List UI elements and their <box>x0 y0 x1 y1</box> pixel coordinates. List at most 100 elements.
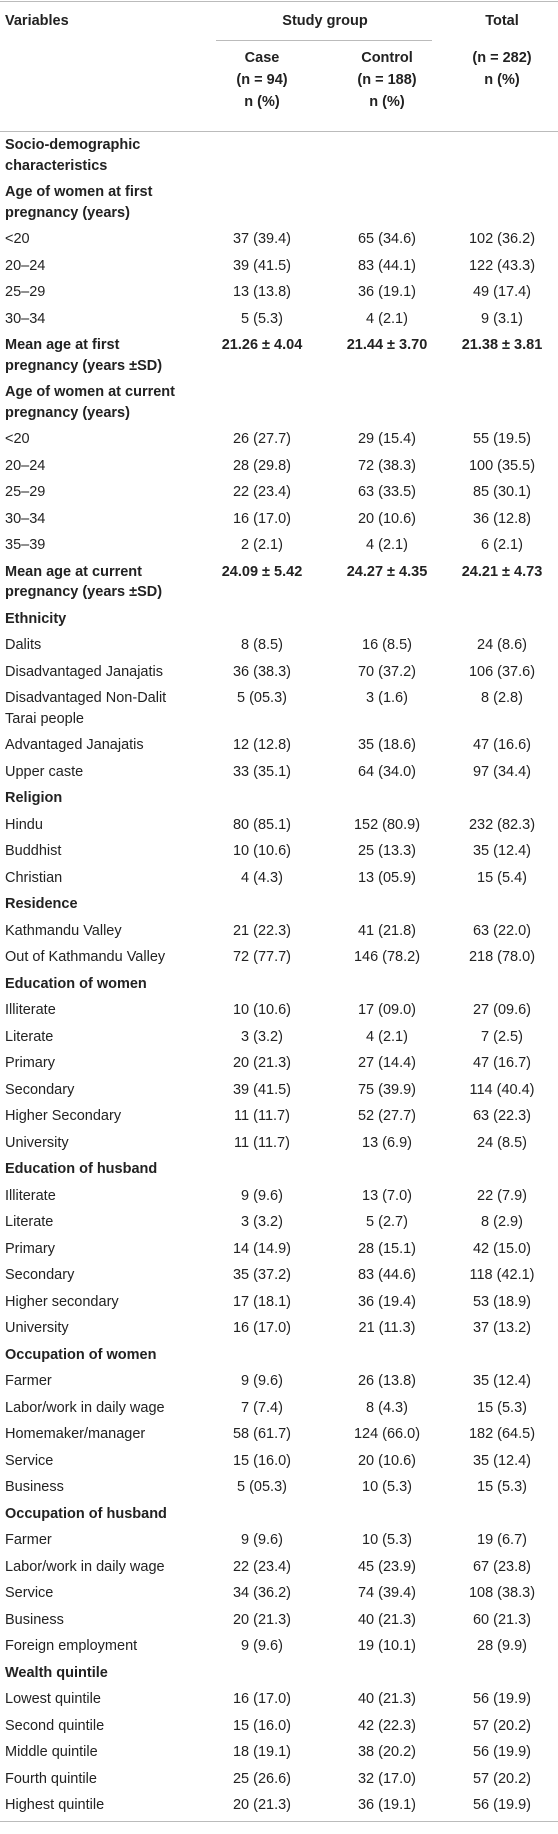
table-row: Literate 3 (3.2) 5 (2.7) 8 (2.9) <box>0 1209 558 1236</box>
table-row: Disadvantaged Non-Dalit Tarai people 5 (0… <box>0 685 558 732</box>
cell: 10 (10.6) <box>232 1002 292 1018</box>
row-cells: 36 (38.3) 70 (37.2) 106 (37.6) <box>196 662 558 683</box>
table-row: Upper caste 33 (35.1) 64 (34.0) 97 (34.4) <box>0 759 558 786</box>
cell: 13 (6.9) <box>362 1134 412 1151</box>
row-cells: 39 (41.5) 83 (44.1) 122 (43.3) <box>196 256 558 277</box>
table-row: Higher secondary 17 (18.1) 36 (19.4) 53 (18… <box>0 1289 558 1316</box>
cell: 10 (5.3) <box>362 1532 412 1548</box>
table-row: Service 34 (36.2) 74 (39.4) 108 (38.3) <box>0 1580 558 1607</box>
cell: 108 (38.3) <box>468 1585 536 1601</box>
row-label: <20 <box>5 231 30 247</box>
row-label: 30–34 <box>5 310 46 327</box>
row-cells: 58 (61.7) 124 (66.0) 182 (64.5) <box>196 1424 558 1445</box>
row-cells: 24.09 ± 5.42 24.27 ± 4.35 24.21 ± 4.73 <box>196 562 558 603</box>
header-case-n: (n = 94) <box>236 72 288 88</box>
header-total: Total <box>485 13 519 29</box>
row-cells: 21 (22.3) 41 (21.8) 63 (22.0) <box>196 921 558 942</box>
row-label: Ethnicity <box>5 610 67 627</box>
table-row: Lowest quintile 16 (17.0) 40 (21.3) 56 (19.… <box>0 1686 558 1713</box>
table-row: Mean age at current pregnancy (years ±SD… <box>0 559 558 606</box>
table-row: Business 20 (21.3) 40 (21.3) 60 (21.3) <box>0 1607 558 1634</box>
cell: 20 (21.3) <box>232 1797 292 1813</box>
row-label: Business <box>5 1479 64 1495</box>
table-row: Out of Kathmandu Valley 72 (77.7) 146 (78.… <box>0 944 558 971</box>
cell: 15 (5.3) <box>477 1479 527 1495</box>
row-cells: 39 (41.5) 75 (39.9) 114 (40.4) <box>196 1080 558 1101</box>
row-cells: 28 (29.8) 72 (38.3) 100 (35.5) <box>196 456 558 477</box>
section-row: Religion <box>0 785 558 812</box>
cell: 47 (16.6) <box>472 737 532 753</box>
cell: 13 (13.8) <box>232 284 292 300</box>
row-label: Christian <box>5 869 63 886</box>
row-label: 25–29 <box>5 484 46 500</box>
row-label: Advantaged Janajatis <box>5 737 144 753</box>
row-label: 20–24 <box>5 457 46 474</box>
cell: 15 (5.4) <box>477 869 527 886</box>
row-label: Primary <box>5 1240 55 1257</box>
row-cells: 20 (21.3) 40 (21.3) 60 (21.3) <box>196 1610 558 1631</box>
cell: 16 (8.5) <box>362 637 412 653</box>
table-row: <20 37 (39.4) 65 (34.6) 102 (36.2) <box>0 226 558 253</box>
row-label: Labor/work in daily wage <box>5 1558 165 1575</box>
row-cells: 16 (17.0) 40 (21.3) 56 (19.9) <box>196 1689 558 1710</box>
header-study-group: Study group <box>282 13 368 29</box>
row-label: Kathmandu Valley <box>5 922 122 939</box>
row-cells: 21.26 ± 4.04 21.44 ± 3.70 21.38 ± 3.81 <box>196 335 558 376</box>
cell: 4 (4.3) <box>241 869 283 886</box>
cell: 28 (15.1) <box>357 1240 417 1257</box>
cell: 64 (34.0) <box>357 763 417 780</box>
table-row: 30–34 5 (5.3) 4 (2.1) 9 (3.1) <box>0 306 558 333</box>
cell: 80 (85.1) <box>232 816 292 833</box>
row-cells: 22 (23.4) 63 (33.5) 85 (30.1) <box>196 482 558 503</box>
table-row: Primary 20 (21.3) 27 (14.4) 47 (16.7) <box>0 1050 558 1077</box>
row-cells: 4 (4.3) 13 (05.9) 15 (5.4) <box>196 868 558 889</box>
row-label: Higher Secondary <box>5 1108 122 1124</box>
cell: 3 (3.2) <box>241 1028 283 1045</box>
cell: 24.09 ± 5.42 <box>221 563 303 580</box>
table-body: Socio-demographic characteristics Age of … <box>0 132 558 1822</box>
row-label: Hindu <box>5 816 43 833</box>
cell: 40 (21.3) <box>357 1691 417 1707</box>
cell: 14 (14.9) <box>232 1240 292 1257</box>
cell: 29 (15.4) <box>357 431 417 447</box>
header-total-n: (n = 282) <box>472 50 532 66</box>
cell: 11 (11.7) <box>234 1108 290 1124</box>
section-row: Age of women at first pregnancy (years) <box>0 179 558 226</box>
cell: 40 (21.3) <box>357 1611 417 1628</box>
row-cells: 3 (3.2) 5 (2.7) 8 (2.9) <box>196 1212 558 1233</box>
cell: 100 (35.5) <box>468 457 536 474</box>
cell: 25 (26.6) <box>232 1770 292 1787</box>
section-row: Ethnicity <box>0 606 558 633</box>
row-cells: 13 (13.8) 36 (19.1) 49 (17.4) <box>196 282 558 303</box>
cell: 9 (9.6) <box>241 1187 283 1204</box>
cell: 72 (38.3) <box>357 457 417 474</box>
cell: 3 (3.2) <box>241 1214 283 1230</box>
row-label: Middle quintile <box>5 1744 98 1760</box>
cell: 4 (2.1) <box>366 1028 408 1045</box>
cell: 12 (12.8) <box>232 737 292 753</box>
row-cells: 18 (19.1) 38 (20.2) 56 (19.9) <box>196 1742 558 1763</box>
cell: 63 (33.5) <box>357 484 417 500</box>
cell: 32 (17.0) <box>357 1770 417 1787</box>
cell: 25 (13.3) <box>357 843 417 859</box>
header-variables: Variables <box>5 13 69 29</box>
cell: 37 (39.4) <box>232 231 292 247</box>
cell: 2 (2.1) <box>241 537 283 553</box>
table-row: Primary 14 (14.9) 28 (15.1) 42 (15.0) <box>0 1236 558 1263</box>
table-row: Business 5 (05.3) 10 (5.3) 15 (5.3) <box>0 1474 558 1501</box>
row-cells: 80 (85.1) 152 (80.9) 232 (82.3) <box>196 815 558 836</box>
section-row: Socio-demographic characteristics <box>0 132 558 179</box>
table-row: Farmer 9 (9.6) 26 (13.8) 35 (12.4) <box>0 1368 558 1395</box>
section-row: Occupation of women <box>0 1342 558 1369</box>
cell: 60 (21.3) <box>472 1611 532 1628</box>
cell: 218 (78.0) <box>468 949 536 965</box>
cell: 36 (12.8) <box>472 510 532 527</box>
table-row: Hindu 80 (85.1) 152 (80.9) 232 (82.3) <box>0 812 558 839</box>
cell: 102 (36.2) <box>468 231 536 247</box>
cell: 20 (10.6) <box>357 1452 417 1469</box>
header-control: Control <box>361 50 413 66</box>
cell: 22 (7.9) <box>477 1187 527 1204</box>
cell: 63 (22.3) <box>472 1108 532 1124</box>
cell: 33 (35.1) <box>232 763 292 780</box>
cell: 36 (19.4) <box>357 1293 417 1310</box>
